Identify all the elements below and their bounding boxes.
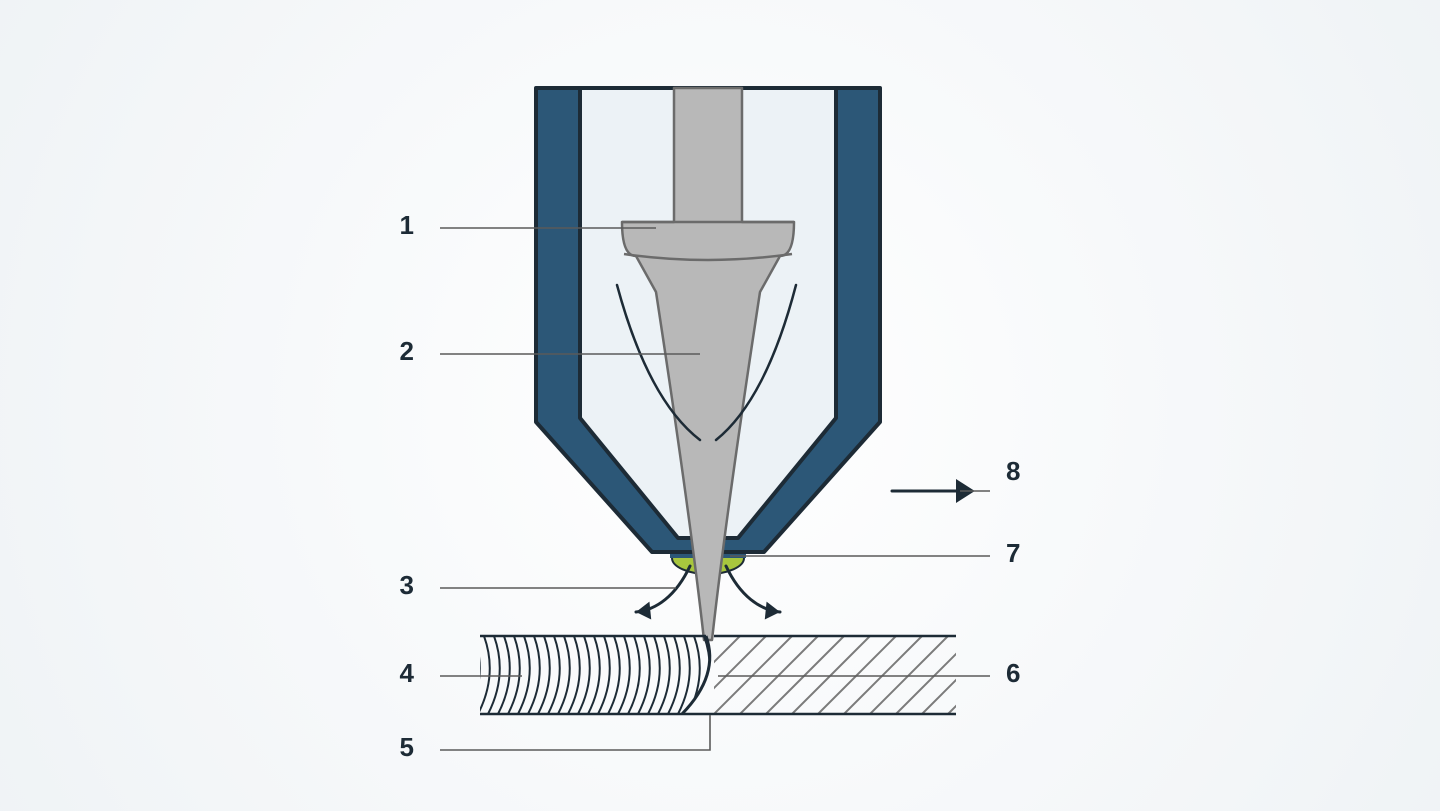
label-4: 4 bbox=[400, 658, 415, 688]
label-5: 5 bbox=[400, 732, 414, 762]
label-8: 8 bbox=[1006, 456, 1020, 486]
label-1: 1 bbox=[400, 210, 414, 240]
label-7: 7 bbox=[1006, 538, 1020, 568]
laser-cutting-head-diagram: 1 2 3 4 5 6 7 8 bbox=[0, 0, 1440, 811]
label-2: 2 bbox=[400, 336, 414, 366]
label-6: 6 bbox=[1006, 658, 1020, 688]
label-3: 3 bbox=[400, 570, 414, 600]
